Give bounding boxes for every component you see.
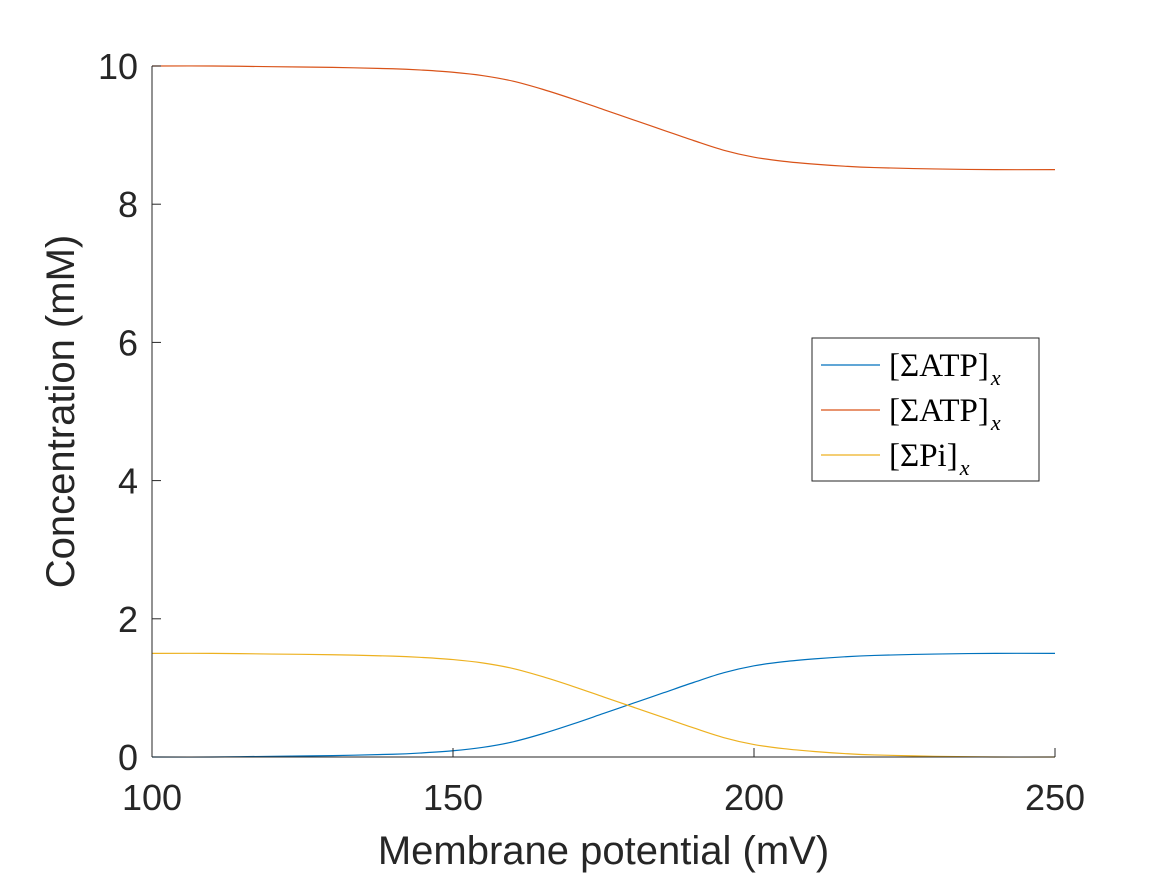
x-tick-label: 150 xyxy=(423,777,483,818)
y-tick-label: 6 xyxy=(118,322,138,363)
x-tick-label: 250 xyxy=(1025,777,1085,818)
y-tick-label: 2 xyxy=(118,599,138,640)
series-line-3-pi-x xyxy=(151,652,1056,758)
series-line-1-atp-x xyxy=(151,652,1056,758)
legend: [ΣATP]x[ΣATP]x[ΣPi]x xyxy=(811,337,1040,482)
series-line-2-atp-x xyxy=(151,65,1056,171)
x-tick-label: 100 xyxy=(122,777,182,818)
y-axis-label: Concentration (mM) xyxy=(39,235,83,588)
y-tick-label: 0 xyxy=(118,737,138,778)
y-tick-label: 4 xyxy=(118,461,138,502)
y-tick-label: 10 xyxy=(98,46,138,87)
legend-entry-1: [ΣATP]x xyxy=(889,348,1001,390)
x-tick-label: 200 xyxy=(724,777,784,818)
y-tick-label: 8 xyxy=(118,184,138,225)
legend-entry-3: [ΣPi]x xyxy=(889,438,970,480)
plot-lines xyxy=(151,65,1056,758)
legend-entry-2: [ΣATP]x xyxy=(889,393,1001,435)
x-axis-label: Membrane potential (mV) xyxy=(378,829,829,873)
axes: 100 150 200 250 0 2 4 6 8 10 xyxy=(98,46,1085,818)
